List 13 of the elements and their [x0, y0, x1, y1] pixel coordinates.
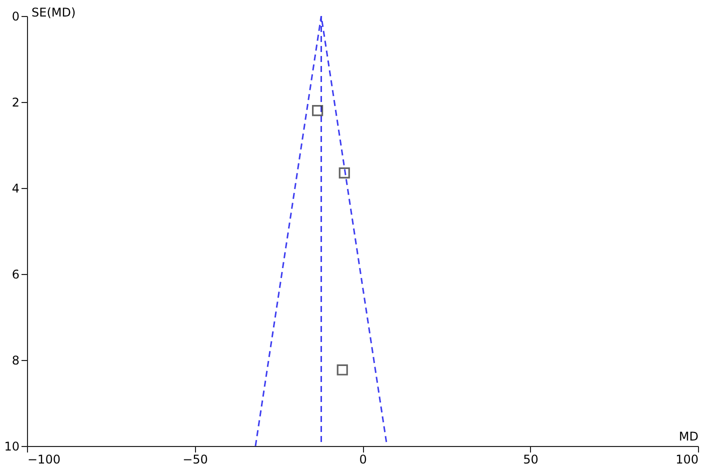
x-tick-label: −50 [182, 452, 208, 466]
x-tick-label: 100 [676, 452, 698, 466]
y-axis-title: SE(MD) [32, 6, 76, 20]
y-tick-label: 6 [12, 268, 20, 282]
x-axis-title: MD [678, 430, 698, 444]
y-tick-label: 10 [4, 440, 20, 454]
x-tick-label: 50 [523, 452, 538, 466]
x-tick-label: −100 [28, 452, 60, 466]
y-tick-label: 8 [12, 354, 20, 368]
y-tick-label: 0 [12, 10, 20, 24]
y-tick-label: 2 [12, 96, 20, 110]
y-tick-label: 4 [12, 182, 20, 196]
x-tick-label: 0 [359, 452, 367, 466]
